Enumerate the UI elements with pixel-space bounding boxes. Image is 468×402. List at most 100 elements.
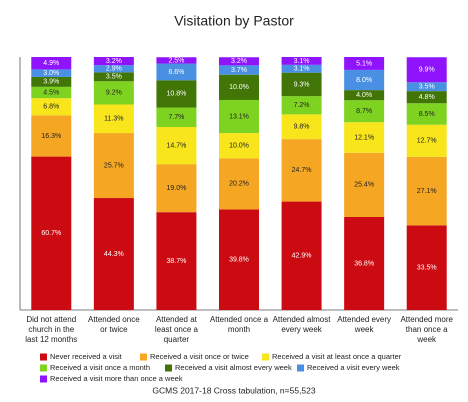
value-label: 7.7% (168, 114, 184, 121)
legend-swatch (40, 375, 47, 383)
bar-segment (156, 80, 197, 108)
bar-segment (406, 103, 447, 125)
legend-swatch (40, 353, 47, 361)
value-label: 16.3% (41, 133, 61, 140)
value-label: 3.5% (106, 74, 122, 81)
bar-segment (281, 64, 322, 73)
value-label: 3.1% (294, 66, 310, 73)
value-label: 42.9% (292, 253, 312, 260)
bar-segment (219, 158, 259, 210)
value-label: 10.0% (229, 84, 249, 91)
legend-swatch (262, 353, 269, 361)
bar-segment (344, 122, 385, 153)
bar-segment (281, 114, 322, 140)
x-tick-label: Attended every week (337, 315, 391, 334)
value-label: 9.9% (419, 67, 435, 74)
legend-label: Never received a visit (50, 352, 123, 361)
x-tick-label: Attended more than once a week (400, 315, 453, 344)
legend-swatch (297, 364, 304, 372)
bar-segment (406, 91, 447, 104)
x-tick-label: Attended almost every week (273, 315, 332, 334)
value-label: 6.6% (168, 69, 184, 76)
x-tick-label: Attended at least once a quarter (155, 315, 199, 344)
value-label: 33.5% (417, 265, 437, 272)
bar-segment (219, 99, 259, 134)
value-label: 2.9% (106, 66, 122, 73)
value-label: 60.7% (41, 230, 61, 237)
value-label: 12.7% (417, 138, 437, 145)
bar-segment (31, 86, 72, 99)
bar-segment (31, 115, 72, 157)
bar-segment (406, 156, 447, 226)
footnote: GCMS 2017-18 Cross tabulation, n=55,523 (152, 385, 316, 395)
value-label: 8.0% (356, 77, 372, 84)
value-label: 9.2% (106, 90, 122, 97)
value-label: 12.1% (354, 134, 374, 141)
bar-segment (93, 57, 134, 66)
value-label: 9.3% (294, 81, 310, 88)
x-tick-label: Attended once a month (210, 315, 269, 334)
bar-segment (156, 127, 197, 165)
bar-segment (93, 133, 134, 199)
value-label: 11.3% (104, 116, 123, 123)
bar-segment (406, 225, 447, 310)
bar-segment (93, 198, 134, 310)
bar-segment (219, 133, 259, 159)
value-label: 6.8% (43, 104, 59, 111)
value-label: 3.5% (419, 84, 435, 91)
bar-segment (406, 57, 447, 83)
value-label: 4.0% (356, 92, 372, 99)
legend-swatch (140, 353, 147, 361)
value-label: 39.8% (229, 257, 249, 264)
bar-segment (406, 124, 447, 157)
value-label: 3.9% (43, 79, 59, 86)
value-label: 4.8% (419, 94, 435, 101)
bar-segment (281, 57, 322, 65)
legend-swatch (165, 364, 172, 372)
value-label: 19.0% (166, 185, 186, 192)
bar-segment (219, 57, 259, 66)
value-label: 14.7% (166, 142, 186, 149)
bar-segment (93, 104, 134, 134)
value-label: 4.5% (43, 89, 59, 96)
value-label: 25.7% (104, 162, 124, 169)
legend-label: Received a visit once a month (50, 363, 150, 372)
x-tick-label: Attended once or twice (88, 315, 140, 334)
value-label: 25.4% (354, 182, 374, 189)
bar-segment (219, 209, 259, 310)
bar-segment (344, 100, 385, 123)
bar-segment (31, 69, 72, 77)
value-label: 3.0% (43, 70, 59, 77)
value-label: 8.5% (419, 111, 435, 118)
legend-label: Received a visit almost every week (175, 363, 292, 372)
chart-title: Visitation by Pastor (174, 13, 294, 29)
bar-segment (281, 201, 322, 310)
bar-segment (156, 57, 197, 64)
legend-swatch (40, 364, 47, 372)
legend-label: Received a visit once or twice (150, 352, 249, 361)
bar-segment (281, 96, 322, 115)
bar-segment (31, 156, 72, 310)
bar-segment (219, 65, 259, 75)
bar-segment (93, 65, 134, 73)
value-label: 20.2% (229, 181, 249, 188)
bar-segment (156, 212, 197, 310)
x-tick-label: Did not attend church in the last 12 month… (25, 315, 77, 344)
bar-segment (344, 152, 385, 217)
bar-segment (156, 63, 197, 81)
value-label: 10.8% (166, 91, 186, 98)
bar-segment (93, 81, 134, 105)
value-label: 9.8% (294, 124, 310, 131)
value-label: 4.9% (43, 60, 59, 67)
value-label: 3.2% (231, 58, 247, 65)
value-label: 24.7% (292, 167, 312, 174)
bar-segment (31, 76, 72, 87)
value-label: 44.3% (104, 251, 124, 258)
bar-segment (281, 139, 322, 202)
value-label: 10.0% (229, 143, 249, 150)
bar-segment (156, 164, 197, 213)
value-label: 5.1% (356, 60, 372, 67)
bar-segment (344, 69, 385, 91)
value-label: 7.2% (294, 102, 310, 109)
value-label: 3.7% (231, 67, 247, 74)
